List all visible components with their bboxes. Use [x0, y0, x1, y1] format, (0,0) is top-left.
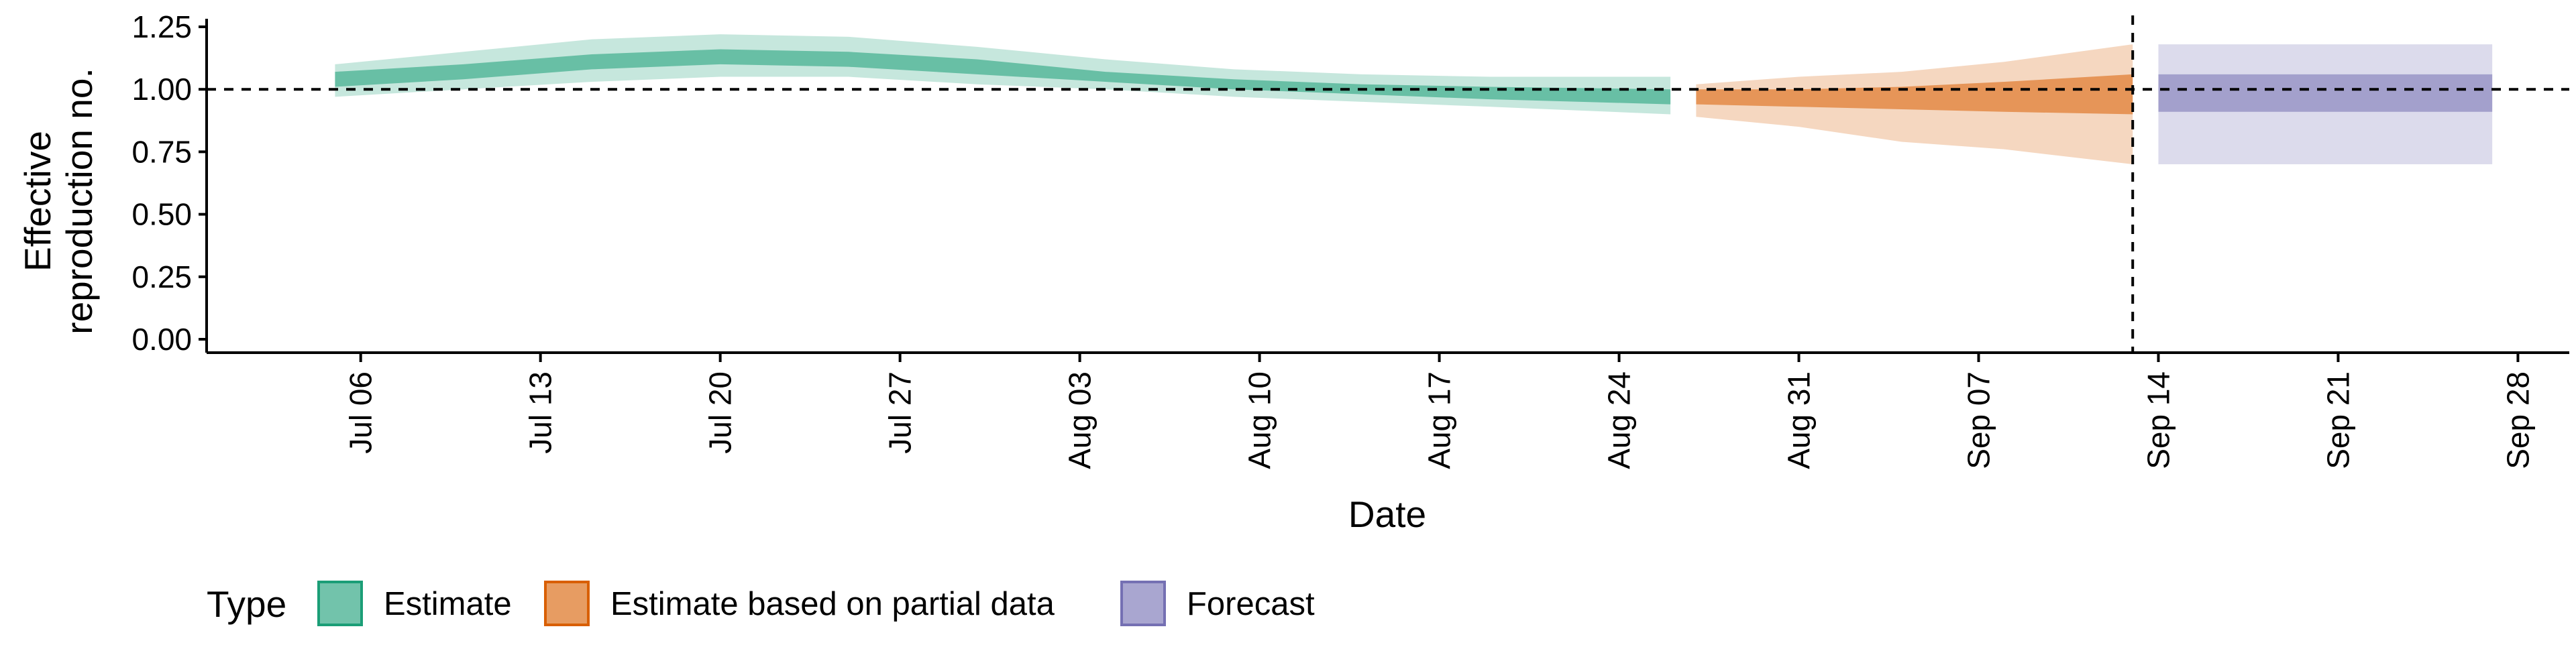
- legend-label-estimate: Estimate: [384, 586, 512, 622]
- y-axis-title-line2: reproduction no.: [58, 68, 100, 335]
- x-tick-group: Jul 06 Jul 13 Jul 20 Jul 27 Aug 03 Aug 10 Aug …: [343, 353, 2535, 469]
- y-tick-label-1.25: 1.25: [131, 9, 192, 44]
- y-axis-title: Effective reproduction no.: [17, 68, 100, 335]
- x-tick-label-aug-17: Aug 17: [1422, 371, 1457, 469]
- x-tick-label-sep-21: Sep 21: [2320, 371, 2355, 469]
- band-50-estimate-based-on-partial-data: [1696, 74, 2133, 115]
- y-tick-label-0.75: 0.75: [131, 134, 192, 169]
- x-axis-title: Date: [1348, 493, 1426, 535]
- x-tick-label-sep-28: Sep 28: [2500, 371, 2535, 469]
- y-axis-title-line1: Effective: [17, 131, 58, 272]
- x-tick-label-aug-31: Aug 31: [1782, 371, 1817, 469]
- series-forecast: [2158, 44, 2493, 165]
- x-tick-label-aug-10: Aug 10: [1242, 371, 1277, 469]
- x-tick-label-sep-07: Sep 07: [1962, 371, 1996, 469]
- series-estimate-based-on-partial-data: [1696, 44, 2133, 165]
- x-tick-label-jul-27: Jul 27: [883, 371, 918, 454]
- x-tick-label-aug-03: Aug 03: [1063, 371, 1097, 469]
- y-tick-group: 0.00 0.25 0.50 0.75 1.00 1.25: [131, 9, 207, 357]
- y-tick-label-0.50: 0.50: [131, 197, 192, 232]
- x-tick-label-jul-06: Jul 06: [343, 371, 378, 454]
- x-tick-label-jul-20: Jul 20: [703, 371, 738, 454]
- x-tick-label-aug-24: Aug 24: [1602, 371, 1637, 469]
- legend-item-partial: Estimate based on partial data: [544, 581, 1055, 626]
- legend: Type Estimate Estimate based on partial …: [207, 581, 1315, 626]
- y-tick-label-0.00: 0.00: [131, 322, 192, 357]
- band-50-estimate: [335, 49, 1671, 105]
- legend-label-partial: Estimate based on partial data: [610, 586, 1055, 622]
- legend-item-estimate: Estimate: [317, 581, 512, 626]
- y-tick-label-1.00: 1.00: [131, 72, 192, 107]
- x-tick-label-sep-14: Sep 14: [2141, 371, 2176, 469]
- band-50-forecast: [2158, 74, 2493, 112]
- legend-key-forecast: [1120, 581, 1166, 626]
- legend-item-forecast: Forecast: [1120, 581, 1315, 626]
- y-tick-label-0.25: 0.25: [131, 259, 192, 294]
- legend-title: Type: [207, 583, 286, 625]
- band-layer: [335, 34, 2493, 165]
- legend-key-estimate: [317, 581, 363, 626]
- legend-label-forecast: Forecast: [1187, 586, 1315, 622]
- x-tick-label-jul-13: Jul 13: [523, 371, 558, 454]
- legend-key-partial: [544, 581, 590, 626]
- series-estimate: [335, 34, 1671, 115]
